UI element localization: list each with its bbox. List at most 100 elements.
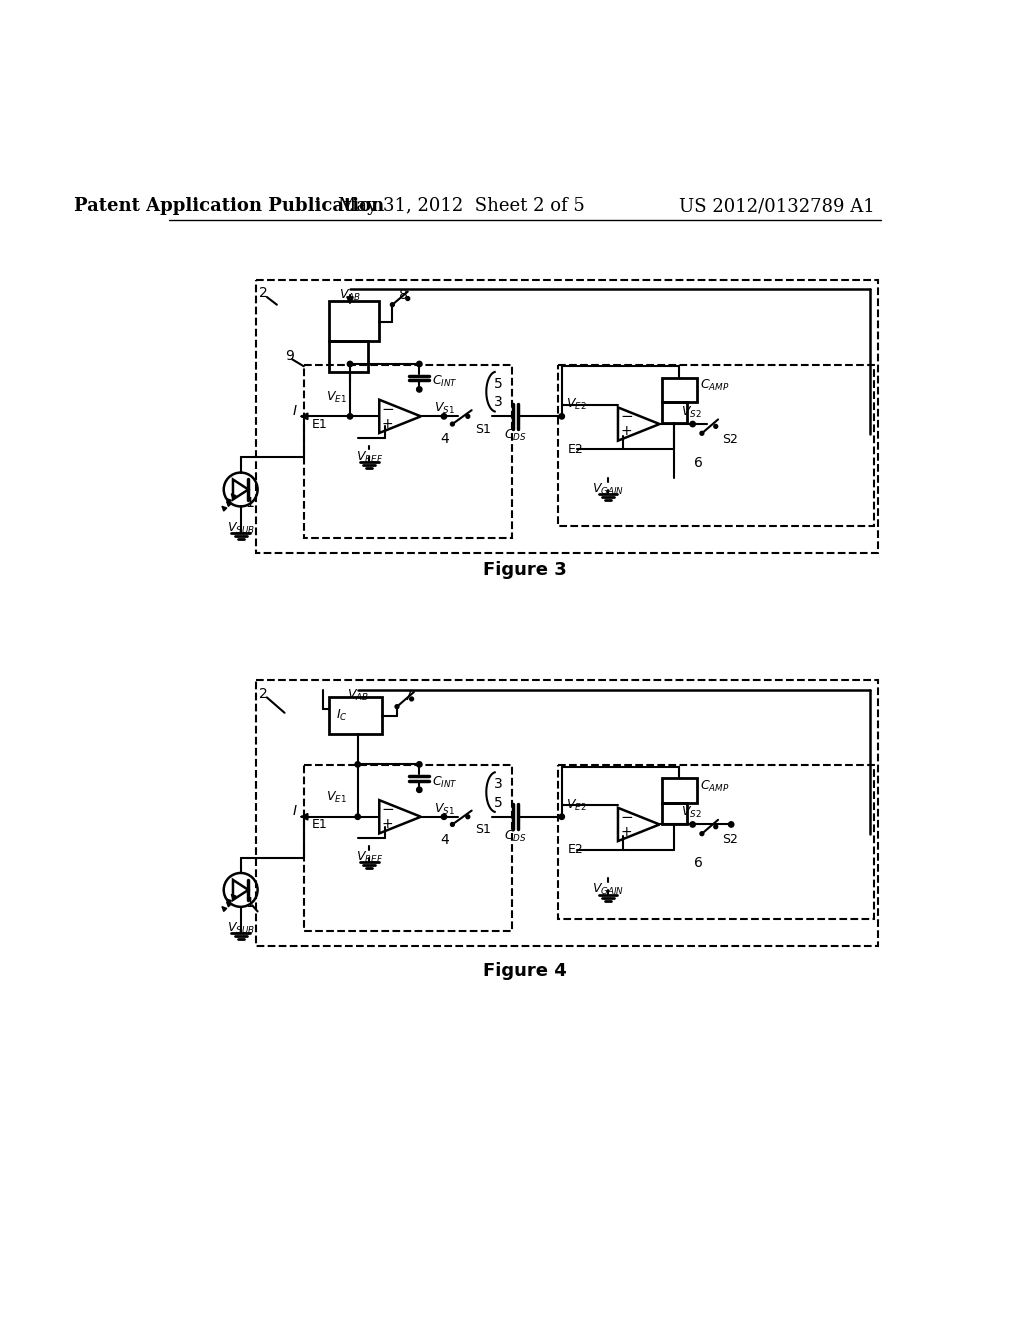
Circle shape [728,822,734,828]
Text: $C_{AMP}$: $C_{AMP}$ [700,378,730,393]
Bar [330,341,368,372]
Text: $V_{E2}$: $V_{E2}$ [565,797,587,813]
Text: −: − [620,809,633,825]
Text: $C_{AMP}$: $C_{AMP}$ [700,779,730,793]
Text: +: + [382,817,393,832]
Text: $C_{DS}$: $C_{DS}$ [504,428,527,444]
Text: $V_{SUB}$: $V_{SUB}$ [226,520,255,536]
Text: S2: S2 [722,433,738,446]
Bar [662,779,696,803]
Text: +: + [621,424,632,438]
Text: $V_{E2}$: $V_{E2}$ [565,397,587,412]
Text: $C_{INT}$: $C_{INT}$ [432,374,458,389]
Text: $V_{REF}$: $V_{REF}$ [355,850,383,865]
Bar [304,766,512,931]
Text: $V_{E1}$: $V_{E1}$ [326,789,346,805]
Circle shape [466,814,470,818]
Text: −: − [381,401,394,417]
Circle shape [451,822,455,826]
Text: 6: 6 [694,855,703,870]
Circle shape [714,425,718,428]
Text: −: − [381,803,394,817]
Text: +: + [382,417,393,430]
Circle shape [690,822,695,828]
Text: I: I [293,404,297,418]
Text: 1: 1 [246,495,254,510]
Text: Figure 4: Figure 4 [483,962,566,979]
Text: 2: 2 [259,686,268,701]
Circle shape [417,762,422,767]
Bar [558,766,873,919]
Text: $I_C$: $I_C$ [337,708,348,722]
Text: 6: 6 [694,455,703,470]
Text: 4: 4 [440,433,450,446]
Text: $V_{S1}$: $V_{S1}$ [433,401,455,416]
Text: $V_{S2}$: $V_{S2}$ [681,405,701,420]
Circle shape [347,362,352,367]
Bar [304,364,512,539]
Circle shape [451,422,455,426]
Text: $C_{INT}$: $C_{INT}$ [432,775,458,789]
Text: $V_{E1}$: $V_{E1}$ [326,389,346,405]
Bar [330,697,382,734]
Text: $V_{GAIN}$: $V_{GAIN}$ [592,482,624,498]
Text: $V_{AB}$: $V_{AB}$ [339,288,361,304]
Text: −: − [620,409,633,424]
Circle shape [441,814,446,820]
Text: E1: E1 [311,417,328,430]
Circle shape [395,705,399,709]
Circle shape [441,413,446,418]
Circle shape [690,421,695,426]
Text: 3: 3 [494,396,502,409]
Text: $C_{DS}$: $C_{DS}$ [504,829,527,843]
Text: Figure 3: Figure 3 [483,561,566,579]
Circle shape [714,825,718,829]
Bar [256,280,879,553]
Circle shape [410,697,414,701]
Text: 3: 3 [494,777,502,792]
Text: 4: 4 [440,833,450,847]
Text: $V_{SUB}$: $V_{SUB}$ [226,921,255,936]
Bar [662,803,686,824]
Text: 1: 1 [246,896,254,909]
Text: 5: 5 [494,796,502,810]
Bar [330,301,379,341]
Text: $V_{S1}$: $V_{S1}$ [433,801,455,817]
Text: E2: E2 [568,843,584,857]
Text: 2: 2 [259,286,268,300]
Circle shape [406,297,410,301]
Circle shape [355,762,360,767]
Text: Patent Application Publication: Patent Application Publication [74,197,384,215]
Bar [558,364,873,527]
Text: 5: 5 [494,378,502,391]
Text: S1: S1 [475,422,492,436]
Circle shape [347,413,352,418]
Text: 9: 9 [285,350,294,363]
Text: $V_{REF}$: $V_{REF}$ [355,450,383,465]
Text: E1: E1 [311,818,328,832]
Circle shape [700,832,703,836]
Text: $V_{GAIN}$: $V_{GAIN}$ [592,882,624,898]
Text: S1: S1 [475,824,492,837]
Text: E2: E2 [568,444,584,455]
Text: I: I [293,804,297,818]
Circle shape [466,414,470,418]
Text: May 31, 2012  Sheet 2 of 5: May 31, 2012 Sheet 2 of 5 [338,197,585,215]
Bar [662,378,696,403]
Circle shape [417,387,422,392]
Circle shape [700,432,703,436]
Text: $V_{AB}$: $V_{AB}$ [347,688,369,704]
Circle shape [390,302,394,306]
Text: S2: S2 [722,833,738,846]
Circle shape [417,362,422,367]
Circle shape [355,814,360,820]
Text: US 2012/0132789 A1: US 2012/0132789 A1 [680,197,876,215]
Text: 8: 8 [398,289,408,302]
Bar [662,403,686,424]
Circle shape [417,787,422,792]
Circle shape [559,814,564,820]
Text: $V_{S2}$: $V_{S2}$ [681,805,701,821]
Text: +: + [621,825,632,838]
Circle shape [559,413,564,418]
Bar [256,681,879,946]
